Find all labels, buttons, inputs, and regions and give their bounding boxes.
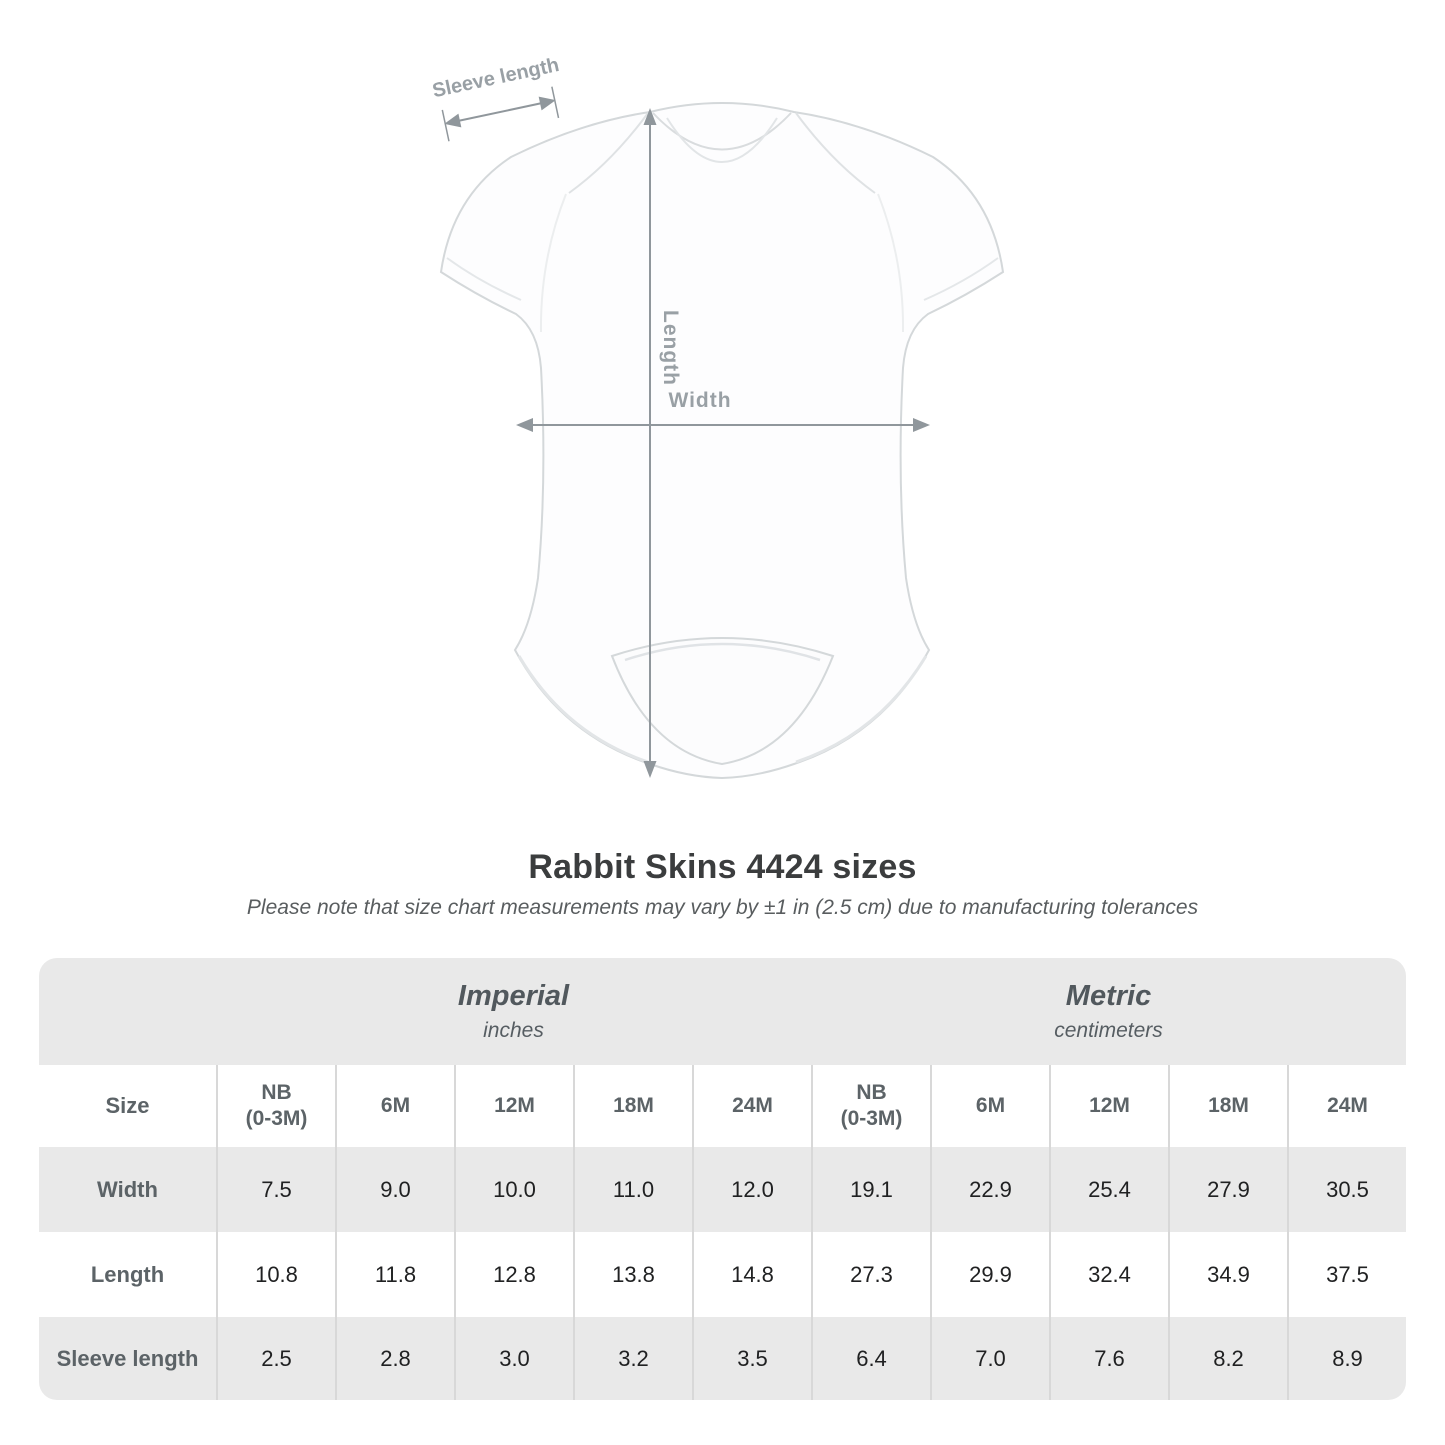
metric-label: Metric: [1065, 979, 1152, 1012]
width-value: 19.1: [811, 1147, 930, 1232]
right-leg-binding: [795, 655, 928, 764]
length-value: 10.8: [216, 1232, 335, 1317]
imperial-unit-header: Imperial inches: [216, 958, 811, 1065]
column-header-line: 6M: [380, 1094, 411, 1118]
column-header-18m-metric: 18M: [1168, 1065, 1287, 1147]
column-header-nb-metric: NB (0-3M): [811, 1065, 930, 1147]
column-header-line: 18M: [1208, 1094, 1249, 1118]
length-value: 14.8: [692, 1232, 811, 1317]
width-arrow: [516, 418, 930, 432]
column-header-nb-imperial: NB (0-3M): [216, 1065, 335, 1147]
sleeve-length-value: 6.4: [811, 1317, 930, 1400]
width-value: 10.0: [454, 1147, 573, 1232]
right-armhole-seam: [877, 193, 905, 333]
left-armhole-seam: [539, 193, 567, 333]
sleeve-length-value: 7.0: [930, 1317, 1049, 1400]
neckline-inner: [666, 117, 778, 163]
right-sleeve-hem: [923, 257, 999, 301]
length-value: 11.8: [335, 1232, 454, 1317]
column-header-line: 24M: [1327, 1094, 1368, 1118]
sleeve-length-value: 3.2: [573, 1317, 692, 1400]
column-header-line: 12M: [494, 1094, 535, 1118]
column-header-12m-metric: 12M: [1049, 1065, 1168, 1147]
length-value: 13.8: [573, 1232, 692, 1317]
crotch-flap: [610, 637, 835, 766]
column-header-6m-metric: 6M: [930, 1065, 1049, 1147]
imperial-sublabel: inches: [483, 1019, 544, 1043]
row-label-sleeve-length: Sleeve length: [39, 1317, 216, 1400]
sleeve-length-value: 2.5: [216, 1317, 335, 1400]
neckline-outer: [652, 112, 792, 151]
sleeve-length-value: 3.5: [692, 1317, 811, 1400]
row-label-width: Width: [39, 1147, 216, 1232]
size-table: Imperial inches Metric centimeters Size …: [39, 958, 1406, 1400]
title-block: Rabbit Skins 4424 sizes Please note that…: [0, 848, 1445, 920]
width-label: Width: [668, 389, 731, 412]
column-header-line: (0-3M): [245, 1107, 308, 1130]
column-header-line: 6M: [975, 1094, 1006, 1118]
row-label-length: Length: [39, 1232, 216, 1317]
width-value: 7.5: [216, 1147, 335, 1232]
column-header-line: NB: [856, 1081, 887, 1105]
length-value: 32.4: [1049, 1232, 1168, 1317]
column-header-line: (0-3M): [840, 1107, 903, 1130]
width-value: 30.5: [1287, 1147, 1406, 1232]
column-header-24m-metric: 24M: [1287, 1065, 1406, 1147]
width-value: 22.9: [930, 1147, 1049, 1232]
length-value: 34.9: [1168, 1232, 1287, 1317]
sleeve-length-value: 8.2: [1168, 1317, 1287, 1400]
length-value: 27.3: [811, 1232, 930, 1317]
page-title: Rabbit Skins 4424 sizes: [528, 848, 917, 886]
sleeve-length-arrow: [441, 86, 560, 142]
length-label: Length: [659, 310, 682, 386]
right-lap-shoulder-seam: [795, 112, 876, 194]
length-value: 29.9: [930, 1232, 1049, 1317]
bodysuit-measurement-diagram: Sleeve length Length Width: [430, 54, 1005, 780]
length-value: 12.8: [454, 1232, 573, 1317]
column-header-6m-imperial: 6M: [335, 1065, 454, 1147]
sleeve-length-value: 2.8: [335, 1317, 454, 1400]
bodysuit-outline: [439, 102, 1005, 780]
crotch-flap-seam: [624, 642, 821, 662]
column-header-line: 18M: [613, 1094, 654, 1118]
sleeve-length-value: 3.0: [454, 1317, 573, 1400]
width-value: 9.0: [335, 1147, 454, 1232]
page-subtitle: Please note that size chart measurements…: [246, 896, 1199, 919]
width-value: 27.9: [1168, 1147, 1287, 1232]
bodysuit-illustration: Sleeve length Length Width: [430, 54, 1005, 780]
length-arrow: [643, 108, 657, 778]
width-value: 11.0: [573, 1147, 692, 1232]
imperial-label: Imperial: [457, 979, 570, 1012]
left-sleeve-hem: [446, 257, 522, 301]
column-header-line: 12M: [1089, 1094, 1130, 1118]
column-header-line: 24M: [732, 1094, 773, 1118]
unit-band-spacer: [39, 958, 216, 1065]
column-header-line: NB: [261, 1081, 292, 1105]
width-value: 12.0: [692, 1147, 811, 1232]
left-leg-binding: [517, 655, 649, 764]
sleeve-length-value: 7.6: [1049, 1317, 1168, 1400]
sleeve-length-label: Sleeve length: [430, 54, 561, 102]
width-value: 25.4: [1049, 1147, 1168, 1232]
length-value: 37.5: [1287, 1232, 1406, 1317]
column-header-12m-imperial: 12M: [454, 1065, 573, 1147]
size-column-header: Size: [39, 1065, 216, 1147]
metric-unit-header: Metric centimeters: [811, 958, 1406, 1065]
left-lap-shoulder-seam: [568, 112, 649, 194]
column-header-18m-imperial: 18M: [573, 1065, 692, 1147]
sleeve-length-value: 8.9: [1287, 1317, 1406, 1400]
metric-sublabel: centimeters: [1054, 1019, 1163, 1043]
column-header-24m-imperial: 24M: [692, 1065, 811, 1147]
